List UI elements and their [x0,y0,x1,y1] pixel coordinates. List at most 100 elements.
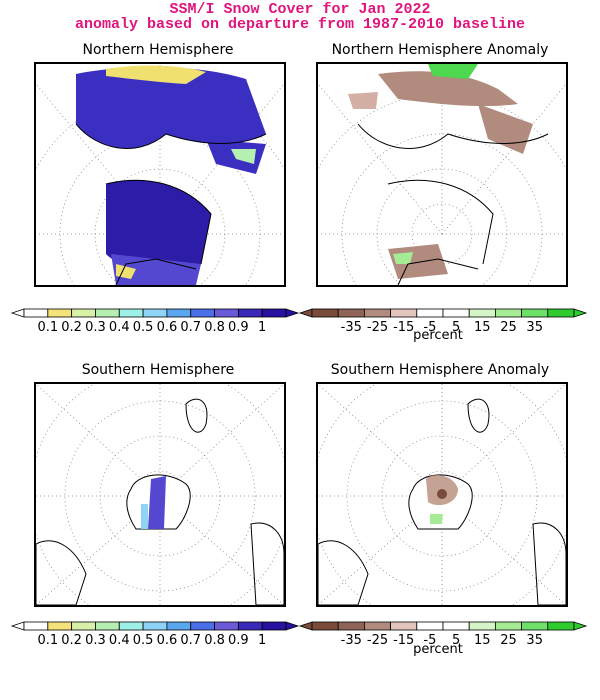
map-nh-anomaly-svg [318,64,566,285]
colorbar-swatch [311,621,339,631]
panel-title-nh-anomaly: Northern Hemisphere Anomaly [331,42,549,58]
colorbar-tick-label: -25 [367,633,388,648]
cover-colorbar-bottom: 0.1 0.2 0.3 0.4 0.5 0.6 0.7 0.8 0.9 1 [10,621,300,648]
colorbar-swatch [261,308,287,318]
colorbar-arrow-right [285,308,300,318]
colorbar-swatch [190,621,215,631]
colorbar-swatch [47,621,73,631]
map-northern-hemisphere-anomaly [316,62,568,287]
colorbar-swatch [494,308,522,318]
colorbar-swatch [494,621,522,631]
colorbar-tick-label: 0.8 [204,320,225,335]
colorbar-tick-label: 0.3 [85,633,106,648]
colorbar-tick-label: 15 [474,320,491,335]
panel-title-sh-anomaly: Southern Hemisphere Anomaly [330,362,550,378]
colorbar-tick-label: 0.1 [37,633,58,648]
colorbar-tick-label: -35 [341,633,362,648]
colorbar-swatch [261,621,287,631]
colorbar-swatch [442,621,470,631]
colorbar-swatch [166,621,192,631]
colorbar-arrow-left [10,308,25,318]
map-northern-hemisphere [34,62,286,287]
colorbar-tick-label: 0.5 [133,320,154,335]
colorbar-tick-label: 1 [258,320,266,335]
colorbar-swatch [47,308,73,318]
colorbar-swatch [390,308,418,318]
colorbar-swatch [23,621,49,631]
colorbar-swatch [468,621,496,631]
colorbar-arrow-right [285,621,300,631]
colorbar-tick-label: 0.4 [109,633,130,648]
colorbar-tick-label: 0.5 [133,633,154,648]
colorbar-swatch [237,621,263,631]
main-title: SSM/I Snow Cover for Jan 2022 [169,1,431,18]
colorbar-tick-label: 0.6 [157,320,178,335]
colorbar-swatch [416,308,444,318]
colorbar-arrow-right [573,621,588,631]
colorbar-tick-label: 0.4 [109,320,130,335]
colorbar-swatch [468,308,496,318]
colorbar-tick-label: 5 [452,320,460,335]
colorbar-tick-label: 0.1 [37,320,58,335]
colorbar-tick-label: 35 [526,633,543,648]
colorbar-tick-label: -15 [393,633,414,648]
colorbar-tick-label: 5 [452,633,460,648]
colorbar-swatch [390,621,418,631]
colorbar-swatch [166,308,192,318]
colorbar-tick-label: 0.9 [228,320,249,335]
colorbar-tick-label: 0.7 [180,320,201,335]
colorbar-arrow-left [10,621,25,631]
colorbar-swatch [337,621,365,631]
colorbar-tick-label: 0.3 [85,320,106,335]
panel-title-nh: Northern Hemisphere [82,42,234,58]
anomaly-colorbar-bottom: -35 -25 -15 -5 5 15 25 35 [298,621,588,648]
colorbar-tick-label: -5 [423,320,436,335]
colorbar-swatch [95,308,120,318]
colorbar-swatch [118,308,144,318]
anomaly-colorbar-top: -35 -25 -15 -5 5 15 25 35 [298,308,588,335]
colorbar-tick-label: -25 [367,320,388,335]
map-southern-hemisphere-anomaly [316,382,568,607]
colorbar-tick-label: -35 [341,320,362,335]
colorbar-tick-label: 0.7 [180,633,201,648]
colorbar-swatch [190,308,215,318]
colorbar-swatch [142,621,168,631]
colorbar-tick-label: -5 [423,633,436,648]
colorbar-swatch [237,308,263,318]
colorbar-swatch [521,308,549,318]
colorbar-swatch [364,308,392,318]
map-sh-svg [36,384,284,605]
colorbar-tick-label: 0.6 [157,633,178,648]
colorbar-swatch [364,621,392,631]
colorbar-swatch [142,308,168,318]
colorbar-swatch [547,308,575,318]
colorbar-swatch [214,621,239,631]
colorbar-swatch [311,308,339,318]
colorbar-swatch [95,621,120,631]
colorbar-tick-label: 15 [474,633,491,648]
anomaly-unit-label-bottom: percent [413,642,463,657]
colorbar-arrow-right [573,308,588,318]
map-sh-anomaly-svg [318,384,566,605]
map-nh-svg [36,64,284,285]
colorbar-tick-label: 25 [500,633,517,648]
map-southern-hemisphere [34,382,286,607]
colorbar-swatch [442,308,470,318]
colorbar-swatch [416,621,444,631]
colorbar-tick-label: 0.8 [204,633,225,648]
colorbar-swatch [214,308,239,318]
colorbar-swatch [521,621,549,631]
main-subtitle: anomaly based on departure from 1987-201… [74,16,526,33]
colorbar-tick-label: 35 [526,320,543,335]
colorbar-tick-label: 0.9 [228,633,249,648]
colorbar-swatch [118,621,144,631]
colorbar-arrow-left [298,621,313,631]
cover-colorbar-top: 0.1 0.2 0.3 0.4 0.5 0.6 0.7 0.8 0.9 1 [10,308,300,335]
colorbar-tick-label: 0.2 [61,633,82,648]
colorbar-tick-label: 25 [500,320,517,335]
colorbar-tick-label: 1 [258,633,266,648]
colorbar-tick-label: 0.2 [61,320,82,335]
colorbar-swatch [71,308,96,318]
colorbar-swatch [547,621,575,631]
colorbar-arrow-left [298,308,313,318]
